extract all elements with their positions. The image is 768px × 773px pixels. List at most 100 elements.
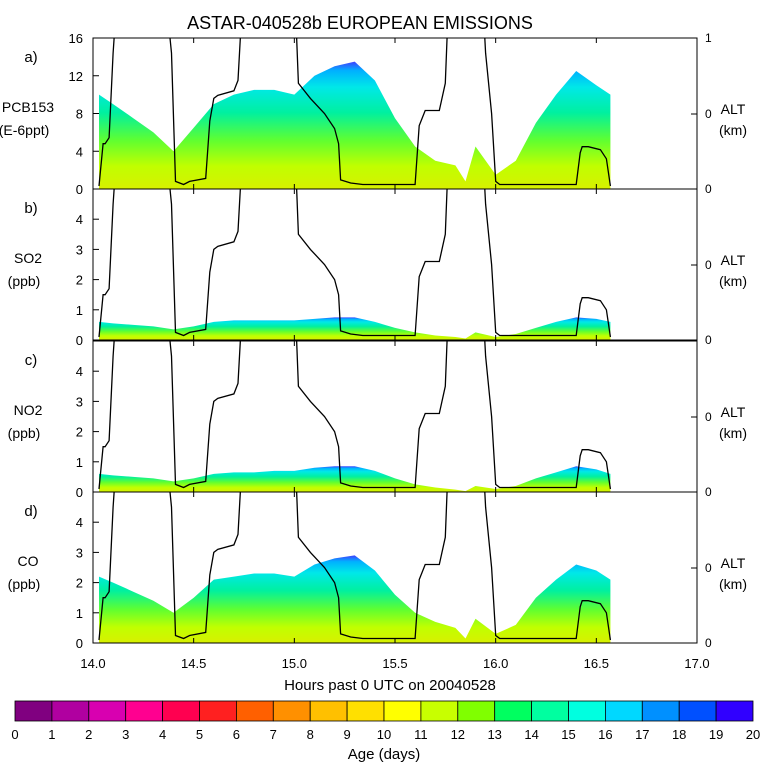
colorbar-swatch bbox=[235, 700, 274, 722]
panel-unit-label: (ppb) bbox=[8, 576, 41, 592]
panel-quantity-label: NO2 bbox=[14, 402, 43, 418]
panel-unit-label: (ppb) bbox=[8, 425, 41, 441]
x-tick-label: 15.0 bbox=[282, 656, 307, 671]
x-tick-label: 15.5 bbox=[382, 656, 407, 671]
chart-title: ASTAR-040528b EUROPEAN EMISSIONS bbox=[187, 13, 533, 33]
colorbar-swatch bbox=[457, 700, 496, 722]
right-axis-label: ALT bbox=[721, 101, 746, 117]
altitude-line-so2 bbox=[98, 189, 612, 338]
right-tick-label: 0 bbox=[705, 410, 712, 424]
colorbar: 0 1 2 3 4 5 6 7 8 9 10 11 12 13 14 15 16 17 18 19 20 bbox=[11, 700, 760, 742]
right-axis-label: ALT bbox=[721, 252, 746, 268]
y-tick-label: 2 bbox=[76, 576, 83, 591]
altitude-line-no2 bbox=[98, 341, 612, 490]
right-axis-label: ALT bbox=[721, 404, 746, 420]
y-tick-label: 2 bbox=[76, 425, 83, 440]
colorbar-tick-label: 15 bbox=[561, 727, 575, 742]
colorbar-swatch bbox=[162, 700, 200, 722]
x-tick-label: 16.5 bbox=[584, 656, 609, 671]
right-axis-unit: (km) bbox=[719, 122, 747, 138]
y-tick-label: 0 bbox=[76, 333, 83, 348]
colorbar-tick-label: 6 bbox=[233, 727, 240, 742]
colorbar-tick-label: 18 bbox=[672, 727, 686, 742]
colorbar-tick-label: 11 bbox=[414, 727, 428, 742]
right-tick-label: 0 bbox=[705, 561, 712, 575]
panel-co: 0 1 2 3 4 0 0 d) CO (ppb) ALT (km) bbox=[8, 491, 747, 651]
panel-letter: b) bbox=[24, 200, 37, 217]
colorbar-tick-label: 5 bbox=[196, 727, 203, 742]
y-tick-label: 2 bbox=[76, 273, 83, 288]
series-area-so2 bbox=[99, 317, 611, 340]
colorbar-label: Age (days) bbox=[348, 746, 421, 763]
y-tick-label: 3 bbox=[76, 545, 83, 560]
panel-no2: 0 1 2 3 4 0 0 c) NO2 (ppb) ALT (km) bbox=[8, 340, 747, 500]
colorbar-tick-label: 4 bbox=[159, 727, 166, 742]
colorbar-swatch bbox=[272, 700, 311, 722]
panel-letter: c) bbox=[25, 352, 38, 369]
right-tick-label: 0 bbox=[705, 333, 712, 347]
panel-letter: d) bbox=[24, 503, 37, 520]
colorbar-tick-label: 20 bbox=[746, 727, 760, 742]
panels-group: 0481216001a)PCB153(E-6ppt)ALT(km)0123400… bbox=[0, 31, 747, 651]
y-tick-label: 0 bbox=[76, 182, 83, 197]
colorbar-swatch bbox=[531, 700, 569, 722]
x-axis-label: Hours past 0 UTC on 20040528 bbox=[284, 677, 496, 694]
colorbar-swatch bbox=[420, 700, 459, 722]
series-area-co bbox=[99, 555, 611, 643]
colorbar-tick-label: 13 bbox=[487, 727, 501, 742]
y-tick-label: 12 bbox=[69, 69, 83, 84]
colorbar-tick-label: 10 bbox=[377, 727, 391, 742]
y-tick-label: 4 bbox=[76, 144, 83, 159]
colorbar-tick-label: 16 bbox=[598, 727, 612, 742]
altitude-line-pcb153 bbox=[98, 38, 612, 187]
right-axis-label: ALT bbox=[721, 555, 746, 571]
right-axis-unit: (km) bbox=[719, 273, 747, 289]
colorbar-swatch bbox=[51, 700, 90, 722]
panel-frame bbox=[92, 188, 698, 341]
colorbar-tick-label: 19 bbox=[709, 727, 723, 742]
right-tick-label: 0 bbox=[705, 182, 712, 196]
colorbar-swatch bbox=[14, 700, 53, 722]
right-tick-label: 0 bbox=[705, 107, 712, 121]
right-tick-label: 0 bbox=[705, 485, 712, 499]
panel-frame bbox=[92, 340, 698, 493]
colorbar-swatch bbox=[88, 700, 127, 722]
y-tick-label: 0 bbox=[76, 485, 83, 500]
colorbar-tick-label: 14 bbox=[524, 727, 538, 742]
colorbar-swatch bbox=[605, 700, 643, 722]
altitude-line-co bbox=[98, 492, 612, 641]
panel-quantity-label: SO2 bbox=[14, 250, 42, 266]
y-tick-label: 4 bbox=[76, 515, 83, 530]
colorbar-swatch bbox=[125, 700, 163, 722]
panel-unit-label: (E-6ppt) bbox=[0, 122, 49, 138]
y-tick-label: 1 bbox=[76, 606, 83, 621]
right-tick-label: 1 bbox=[705, 31, 712, 45]
colorbar-tick-label: 8 bbox=[307, 727, 314, 742]
panel-unit-label: (ppb) bbox=[8, 273, 41, 289]
right-tick-label: 0 bbox=[705, 258, 712, 272]
colorbar-swatch bbox=[383, 700, 422, 722]
x-tick-label: 14.0 bbox=[80, 656, 105, 671]
colorbar-tick-label: 7 bbox=[270, 727, 277, 742]
series-area-no2 bbox=[99, 466, 611, 492]
colorbar-swatch bbox=[199, 700, 237, 722]
x-tick-label: 17.0 bbox=[684, 656, 709, 671]
panel-quantity-label: PCB153 bbox=[2, 99, 54, 115]
panel-pcb153: 0 4 8 12 16 0 0 1 a) PCB153 (E-6ppt) ALT (km) bbox=[0, 31, 747, 197]
x-tick-label: 16.0 bbox=[483, 656, 508, 671]
colorbar-tick-label: 3 bbox=[122, 727, 129, 742]
y-tick-label: 3 bbox=[76, 242, 83, 257]
panel-quantity-label: CO bbox=[18, 553, 39, 569]
colorbar-swatch bbox=[641, 700, 680, 722]
colorbar-tick-label: 17 bbox=[635, 727, 649, 742]
y-tick-label: 1 bbox=[76, 455, 83, 470]
y-tick-label: 16 bbox=[69, 31, 83, 46]
x-axis: 14.0 14.5 15.0 15.5 16.0 16.5 17.0 bbox=[80, 656, 709, 671]
panel-letter: a) bbox=[24, 49, 37, 66]
colorbar-swatch bbox=[715, 700, 754, 722]
colorbar-tick-label: 0 bbox=[11, 727, 18, 742]
colorbar-tick-label: 1 bbox=[48, 727, 55, 742]
colorbar-swatch bbox=[346, 700, 385, 722]
